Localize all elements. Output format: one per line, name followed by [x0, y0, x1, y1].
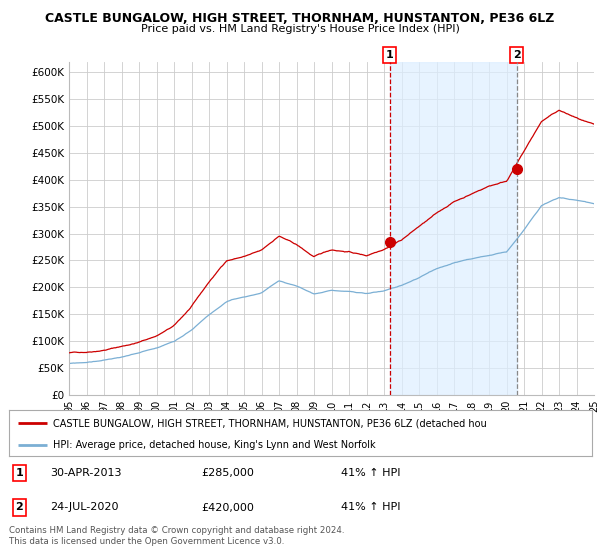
Text: HPI: Average price, detached house, King's Lynn and West Norfolk: HPI: Average price, detached house, King…	[53, 440, 376, 450]
Text: £285,000: £285,000	[202, 468, 254, 478]
Text: 30-APR-2013: 30-APR-2013	[50, 468, 121, 478]
Text: 2: 2	[513, 50, 521, 60]
Text: 24-JUL-2020: 24-JUL-2020	[50, 502, 118, 512]
Text: Price paid vs. HM Land Registry's House Price Index (HPI): Price paid vs. HM Land Registry's House …	[140, 24, 460, 34]
Text: 2: 2	[16, 502, 23, 512]
Text: 1: 1	[386, 50, 394, 60]
Text: £420,000: £420,000	[202, 502, 254, 512]
Text: 41% ↑ HPI: 41% ↑ HPI	[341, 468, 401, 478]
Text: 1: 1	[16, 468, 23, 478]
Text: CASTLE BUNGALOW, HIGH STREET, THORNHAM, HUNSTANTON, PE36 6LZ: CASTLE BUNGALOW, HIGH STREET, THORNHAM, …	[46, 12, 554, 25]
Text: Contains HM Land Registry data © Crown copyright and database right 2024.
This d: Contains HM Land Registry data © Crown c…	[9, 526, 344, 546]
Bar	[390, 62, 517, 395]
Text: 41% ↑ HPI: 41% ↑ HPI	[341, 502, 401, 512]
Text: CASTLE BUNGALOW, HIGH STREET, THORNHAM, HUNSTANTON, PE36 6LZ (detached hou: CASTLE BUNGALOW, HIGH STREET, THORNHAM, …	[53, 418, 487, 428]
